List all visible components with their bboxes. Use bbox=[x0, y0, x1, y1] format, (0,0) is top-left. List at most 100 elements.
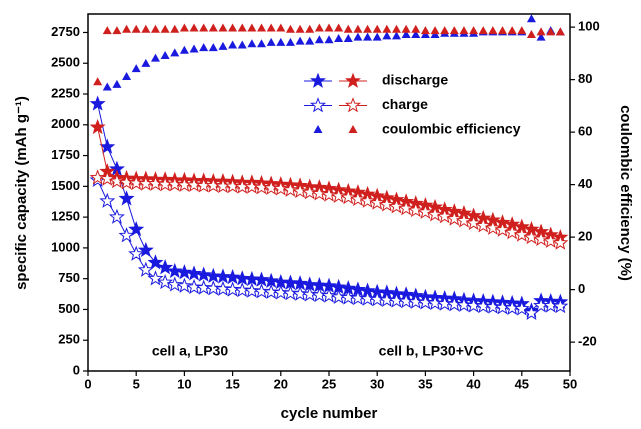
data-point bbox=[170, 24, 180, 33]
data-point bbox=[353, 32, 363, 41]
data-point bbox=[89, 95, 106, 111]
data-point bbox=[147, 254, 164, 270]
data-point bbox=[507, 26, 517, 35]
data-point bbox=[205, 280, 222, 296]
data-point bbox=[99, 138, 116, 154]
data-point bbox=[118, 227, 135, 243]
data-point bbox=[382, 24, 392, 33]
legend-marker bbox=[344, 72, 362, 88]
data-point bbox=[195, 266, 212, 282]
y-tick-label: 1250 bbox=[51, 209, 80, 224]
annotation: cell b, LP30+VC bbox=[379, 343, 484, 359]
data-point bbox=[257, 39, 267, 48]
data-point bbox=[340, 289, 357, 305]
y-tick-label: 1500 bbox=[51, 178, 80, 193]
data-point bbox=[243, 178, 260, 194]
x-tick-label: 45 bbox=[515, 376, 529, 391]
data-point bbox=[353, 24, 363, 33]
data-point bbox=[295, 24, 305, 33]
data-point bbox=[369, 194, 386, 210]
legend-label: charge bbox=[382, 96, 428, 112]
y-tick-label: 2500 bbox=[51, 55, 80, 70]
data-point bbox=[340, 188, 357, 205]
data-point bbox=[324, 23, 334, 32]
data-point bbox=[285, 24, 295, 33]
y-tick-label: 500 bbox=[58, 301, 80, 316]
data-point bbox=[160, 24, 170, 33]
y-tick-label: 250 bbox=[58, 332, 80, 347]
data-point bbox=[157, 259, 174, 275]
data-point bbox=[478, 26, 488, 35]
data-point bbox=[417, 203, 434, 220]
data-point bbox=[108, 208, 125, 224]
data-point bbox=[446, 296, 463, 312]
data-point bbox=[555, 27, 565, 36]
data-point bbox=[546, 27, 556, 36]
data-point bbox=[272, 180, 289, 196]
data-point bbox=[498, 26, 508, 35]
data-point bbox=[372, 24, 382, 33]
data-point bbox=[427, 206, 444, 222]
data-point bbox=[234, 281, 251, 298]
data-point bbox=[526, 14, 536, 23]
data-point bbox=[542, 232, 559, 248]
data-point bbox=[378, 196, 395, 212]
data-point bbox=[160, 51, 170, 59]
data-point bbox=[89, 118, 106, 135]
data-point bbox=[128, 174, 145, 191]
data-point bbox=[398, 293, 415, 309]
data-point bbox=[224, 269, 241, 285]
data-point bbox=[459, 26, 469, 35]
legend-marker bbox=[348, 125, 358, 133]
data-point bbox=[411, 30, 421, 38]
x-tick-label: 10 bbox=[177, 376, 191, 391]
data-point bbox=[407, 293, 424, 309]
data-point bbox=[218, 41, 228, 50]
data-point bbox=[349, 289, 366, 306]
data-point bbox=[363, 32, 373, 41]
data-point bbox=[266, 37, 276, 46]
data-point bbox=[494, 221, 511, 237]
data-point bbox=[465, 297, 482, 313]
data-point bbox=[205, 177, 222, 193]
data-point bbox=[131, 64, 141, 73]
data-point bbox=[314, 23, 324, 32]
y2-tick-label: 0 bbox=[578, 281, 585, 296]
data-point bbox=[494, 299, 511, 315]
y-tick-label: 2250 bbox=[51, 85, 80, 100]
data-point bbox=[314, 35, 324, 44]
data-point bbox=[536, 27, 546, 36]
data-point bbox=[243, 282, 260, 298]
data-point bbox=[285, 37, 295, 46]
data-point bbox=[99, 170, 116, 186]
data-point bbox=[186, 265, 203, 281]
data-point bbox=[420, 26, 430, 35]
data-point bbox=[484, 219, 501, 236]
data-point bbox=[122, 24, 132, 33]
data-point bbox=[427, 294, 444, 311]
x-tick-label: 15 bbox=[225, 376, 239, 391]
data-point bbox=[253, 271, 270, 287]
data-point bbox=[89, 169, 106, 185]
data-point bbox=[263, 283, 280, 300]
data-point bbox=[388, 292, 405, 308]
data-point bbox=[324, 35, 334, 44]
data-point bbox=[199, 43, 209, 52]
data-point bbox=[475, 297, 492, 314]
data-point bbox=[122, 72, 132, 80]
data-point bbox=[542, 297, 559, 313]
data-point bbox=[523, 229, 540, 245]
data-point bbox=[208, 43, 218, 52]
data-point bbox=[166, 262, 183, 279]
data-point bbox=[99, 192, 116, 208]
legend-marker bbox=[313, 125, 323, 133]
data-point bbox=[276, 23, 286, 32]
data-point bbox=[320, 186, 338, 202]
x-tick-label: 35 bbox=[418, 376, 432, 391]
data-point bbox=[118, 190, 135, 206]
data-point bbox=[411, 24, 421, 33]
data-point bbox=[523, 304, 540, 320]
y-tick-label: 1750 bbox=[51, 147, 80, 162]
y-tick-label: 0 bbox=[73, 362, 80, 377]
